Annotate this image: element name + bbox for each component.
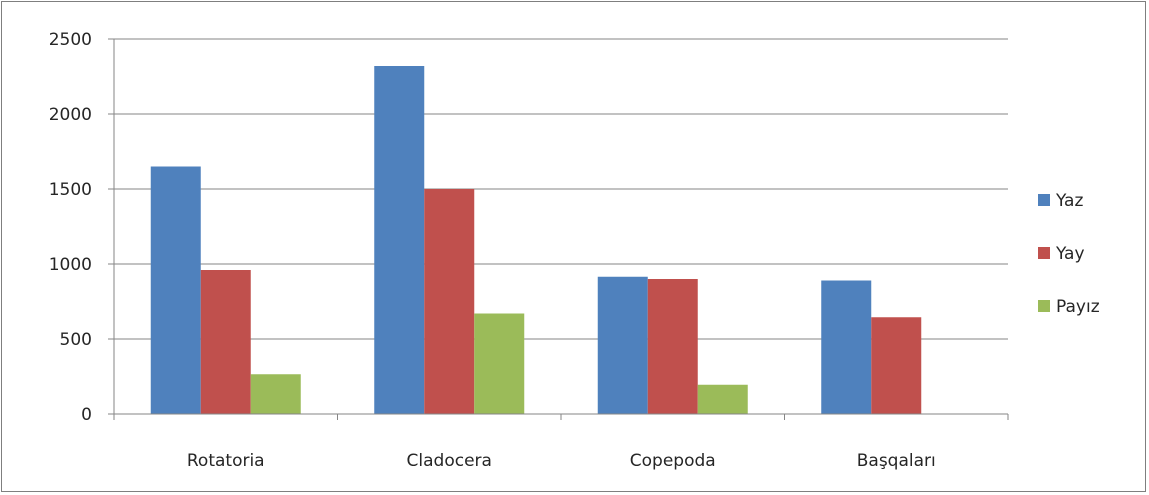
- y-tick-label: 0: [81, 405, 92, 425]
- y-tick-label: 2500: [49, 30, 92, 50]
- legend: Yaz Yay Payız: [1038, 191, 1100, 317]
- bars: [150, 66, 922, 414]
- legend-label: Payız: [1056, 297, 1100, 317]
- axes: 0 500 1000 1500 2000 2500 Rotatoria Cladocera Co…: [49, 30, 1009, 471]
- legend-swatch-yaz: [1038, 194, 1050, 206]
- legend-swatch-payız: [1038, 300, 1050, 312]
- x-tick-label: Başqaları: [857, 451, 936, 471]
- y-tick-label: 2000: [49, 105, 92, 125]
- y-tick-label: 1500: [49, 180, 92, 200]
- y-tick-label: 500: [60, 330, 92, 350]
- legend-swatch-yay: [1038, 247, 1050, 259]
- bar-yaz-0: [150, 166, 201, 414]
- bar-payız-0: [250, 374, 301, 414]
- bar-payız-1: [474, 313, 525, 414]
- legend-label: Yaz: [1055, 191, 1083, 211]
- bar-yay-3: [871, 317, 922, 414]
- x-tick-label: Copepoda: [630, 451, 716, 471]
- x-tick-label: Rotatoria: [187, 451, 265, 471]
- bar-yaz-1: [374, 66, 425, 414]
- bar-yay-2: [647, 279, 698, 414]
- bar-yay-0: [200, 270, 251, 414]
- bar-yaz-3: [821, 280, 872, 414]
- y-tick-label: 1000: [49, 255, 92, 275]
- legend-label: Yay: [1055, 244, 1085, 264]
- x-tick-label: Cladocera: [407, 451, 492, 471]
- bar-yay-1: [424, 189, 475, 414]
- bar-payız-2: [697, 384, 748, 414]
- bar-yaz-2: [597, 276, 648, 414]
